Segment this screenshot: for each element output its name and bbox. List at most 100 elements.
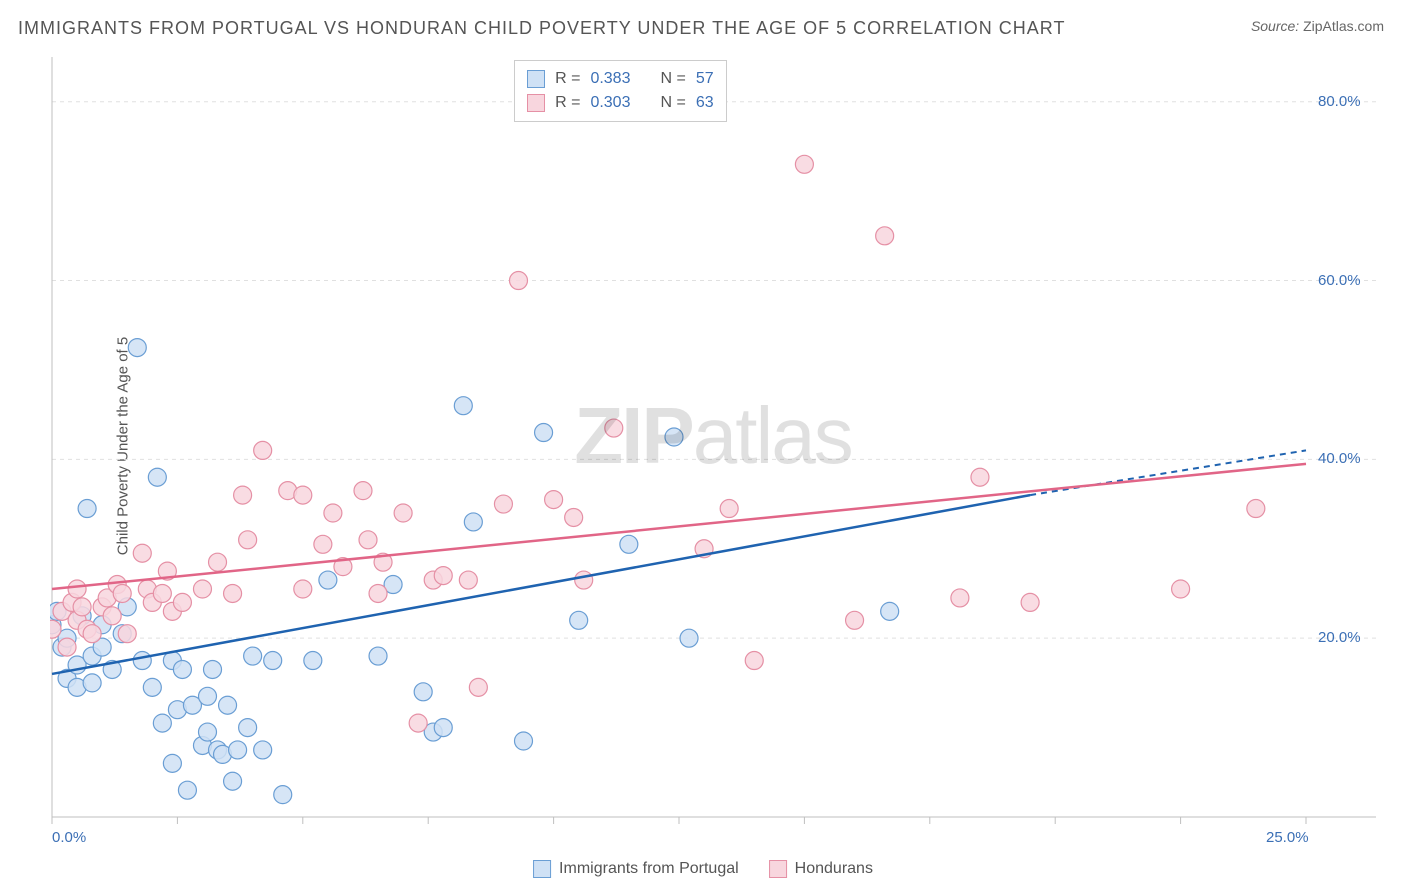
scatter-point-hondurans bbox=[133, 544, 151, 562]
swatch-icon bbox=[533, 860, 551, 878]
scatter-point-hondurans bbox=[1247, 500, 1265, 518]
scatter-point-hondurans bbox=[1021, 593, 1039, 611]
scatter-point-hondurans bbox=[876, 227, 894, 245]
scatter-point-portugal bbox=[304, 652, 322, 670]
scatter-point-hondurans bbox=[324, 504, 342, 522]
scatter-point-hondurans bbox=[118, 625, 136, 643]
legend-corr-row-portugal: R = 0.383 N = 57 bbox=[527, 67, 714, 91]
scatter-point-hondurans bbox=[951, 589, 969, 607]
scatter-point-portugal bbox=[264, 652, 282, 670]
n-label: N = bbox=[660, 91, 685, 115]
scatter-point-hondurans bbox=[83, 625, 101, 643]
scatter-point-portugal bbox=[434, 719, 452, 737]
chart-title: IMMIGRANTS FROM PORTUGAL VS HONDURAN CHI… bbox=[18, 18, 1065, 39]
scatter-point-hondurans bbox=[359, 531, 377, 549]
legend-label: Immigrants from Portugal bbox=[559, 860, 739, 878]
scatter-point-portugal bbox=[173, 660, 191, 678]
r-value: 0.303 bbox=[590, 91, 630, 115]
scatter-point-portugal bbox=[78, 500, 96, 518]
scatter-point-portugal bbox=[274, 786, 292, 804]
y-tick-label: 80.0% bbox=[1318, 93, 1361, 110]
legend-item-portugal: Immigrants from Portugal bbox=[533, 860, 739, 878]
scatter-point-hondurans bbox=[509, 272, 527, 290]
scatter-point-hondurans bbox=[1172, 580, 1190, 598]
scatter-point-portugal bbox=[198, 723, 216, 741]
scatter-point-hondurans bbox=[394, 504, 412, 522]
scatter-point-portugal bbox=[204, 660, 222, 678]
scatter-point-hondurans bbox=[234, 486, 252, 504]
scatter-point-portugal bbox=[239, 719, 257, 737]
scatter-point-hondurans bbox=[795, 155, 813, 173]
scatter-point-hondurans bbox=[73, 598, 91, 616]
source-value: ZipAtlas.com bbox=[1303, 18, 1384, 34]
scatter-point-hondurans bbox=[58, 638, 76, 656]
scatter-point-hondurans bbox=[239, 531, 257, 549]
y-tick-label: 60.0% bbox=[1318, 272, 1361, 289]
scatter-point-portugal bbox=[163, 754, 181, 772]
scatter-point-portugal bbox=[881, 602, 899, 620]
scatter-point-hondurans bbox=[369, 584, 387, 602]
scatter-point-hondurans bbox=[545, 491, 563, 509]
scatter-point-hondurans bbox=[294, 486, 312, 504]
scatter-point-portugal bbox=[254, 741, 272, 759]
source-label: Source: bbox=[1251, 18, 1299, 34]
scatter-point-portugal bbox=[535, 424, 553, 442]
scatter-point-portugal bbox=[369, 647, 387, 665]
x-tick-label: 0.0% bbox=[52, 829, 86, 846]
y-tick-label: 20.0% bbox=[1318, 629, 1361, 646]
trend-line-hondurans bbox=[52, 464, 1306, 589]
legend-label: Hondurans bbox=[795, 860, 873, 878]
scatter-point-portugal bbox=[83, 674, 101, 692]
scatter-point-hondurans bbox=[68, 580, 86, 598]
y-tick-label: 40.0% bbox=[1318, 450, 1361, 467]
scatter-point-portugal bbox=[219, 696, 237, 714]
scatter-point-hondurans bbox=[565, 508, 583, 526]
scatter-point-portugal bbox=[464, 513, 482, 531]
r-label: R = bbox=[555, 91, 580, 115]
scatter-point-portugal bbox=[148, 468, 166, 486]
scatter-point-hondurans bbox=[434, 567, 452, 585]
scatter-point-hondurans bbox=[209, 553, 227, 571]
r-value: 0.383 bbox=[590, 67, 630, 91]
legend-series: Immigrants from Portugal Hondurans bbox=[533, 860, 873, 878]
scatter-point-portugal bbox=[128, 339, 146, 357]
swatch-icon bbox=[527, 70, 545, 88]
n-value: 57 bbox=[696, 67, 714, 91]
scatter-point-portugal bbox=[515, 732, 533, 750]
scatter-point-hondurans bbox=[354, 482, 372, 500]
scatter-point-portugal bbox=[178, 781, 196, 799]
scatter-point-hondurans bbox=[575, 571, 593, 589]
scatter-point-hondurans bbox=[294, 580, 312, 598]
scatter-point-portugal bbox=[620, 535, 638, 553]
scatter-point-hondurans bbox=[459, 571, 477, 589]
scatter-point-hondurans bbox=[494, 495, 512, 513]
x-tick-label: 25.0% bbox=[1266, 829, 1309, 846]
scatter-point-hondurans bbox=[971, 468, 989, 486]
scatter-point-hondurans bbox=[314, 535, 332, 553]
scatter-point-hondurans bbox=[720, 500, 738, 518]
scatter-point-portugal bbox=[665, 428, 683, 446]
scatter-point-hondurans bbox=[224, 584, 242, 602]
scatter-point-hondurans bbox=[745, 652, 763, 670]
scatter-point-hondurans bbox=[605, 419, 623, 437]
r-label: R = bbox=[555, 67, 580, 91]
scatter-point-portugal bbox=[319, 571, 337, 589]
scatter-point-portugal bbox=[153, 714, 171, 732]
scatter-point-portugal bbox=[143, 678, 161, 696]
scatter-point-portugal bbox=[454, 397, 472, 415]
scatter-point-portugal bbox=[680, 629, 698, 647]
scatter-point-portugal bbox=[570, 611, 588, 629]
scatter-point-hondurans bbox=[193, 580, 211, 598]
scatter-point-hondurans bbox=[103, 607, 121, 625]
source-attribution: Source: ZipAtlas.com bbox=[1251, 18, 1384, 34]
scatter-point-portugal bbox=[133, 652, 151, 670]
scatter-point-portugal bbox=[198, 687, 216, 705]
scatter-point-hondurans bbox=[153, 584, 171, 602]
n-label: N = bbox=[660, 67, 685, 91]
n-value: 63 bbox=[696, 91, 714, 115]
scatter-point-portugal bbox=[224, 772, 242, 790]
legend-correlation: R = 0.383 N = 57 R = 0.303 N = 63 bbox=[514, 60, 727, 122]
scatter-point-hondurans bbox=[846, 611, 864, 629]
legend-item-hondurans: Hondurans bbox=[769, 860, 873, 878]
swatch-icon bbox=[769, 860, 787, 878]
